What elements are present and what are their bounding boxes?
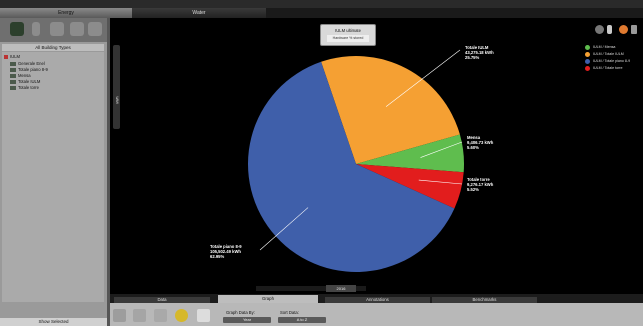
tree-item[interactable]: Totale piano 8-9 xyxy=(10,67,48,73)
tab-annotations[interactable]: Annotations xyxy=(325,297,430,303)
graph-data-by-label: Graph Data By: xyxy=(226,310,255,315)
legend-label: IULM / Totale torre xyxy=(593,66,623,70)
legend-swatch xyxy=(585,65,590,71)
meter-icon xyxy=(10,85,16,90)
line-chart-icon[interactable] xyxy=(154,309,167,322)
tab-data[interactable]: Data xyxy=(114,297,210,303)
bar-chart-icon[interactable] xyxy=(113,309,126,322)
slice-label-line: Mensa xyxy=(467,135,481,140)
tree-item-label: IULM xyxy=(10,54,21,59)
slice-leader-line xyxy=(418,179,463,185)
bar-icon[interactable] xyxy=(631,25,637,34)
tree-item-label: Mensa xyxy=(18,73,31,78)
pie-slice-totale-torre[interactable] xyxy=(356,164,464,209)
legend-label: IULM / Totale piano 8-9 xyxy=(593,59,631,63)
sort-data-select[interactable]: A to Z xyxy=(278,317,326,323)
wrench-icon[interactable] xyxy=(70,22,84,36)
tree-item-label: Generale Enel xyxy=(18,61,45,66)
legend-item: IULM / Totale piano 8-9 xyxy=(585,58,643,65)
tab-graph[interactable]: Graph xyxy=(218,295,318,303)
slice-label-line: 43,275.18 kWh xyxy=(465,50,494,55)
tab-water[interactable]: Water xyxy=(132,8,266,18)
folder-icon xyxy=(4,54,8,59)
panel-divider[interactable] xyxy=(107,18,110,326)
chart-legend: IULM / Mensa IULM / Totale IULM IULM / T… xyxy=(585,44,643,72)
legend-item: IULM / Mensa xyxy=(585,44,643,51)
building-tree: IULM Generale Enel Totale piano 8-9 Mens… xyxy=(2,52,104,302)
pie-chart-icon[interactable] xyxy=(175,309,188,322)
pie-chart: Totale IULM 43,275.18 kWh 25.75% Mensa 9,406… xyxy=(210,45,494,272)
left-toolbar xyxy=(0,18,107,42)
left-panel: All Building Types IULM Generale Enel To… xyxy=(0,18,107,326)
legend-label: IULM / Totale IULM xyxy=(593,52,624,56)
tree-item-label: Totale torre xyxy=(18,85,39,90)
show-selected-button[interactable]: Show Selected xyxy=(0,318,107,326)
meter-icon xyxy=(10,67,16,72)
slice-label-line: 25.75% xyxy=(465,55,479,60)
window-tab-bar xyxy=(0,8,643,18)
slice-label-line: 105,502.49 kWh xyxy=(210,249,241,254)
y-axis-label: kWh xyxy=(115,96,120,104)
meter-icon xyxy=(10,79,16,84)
wrench-icon[interactable] xyxy=(50,22,64,36)
graph-options-panel xyxy=(110,303,643,326)
legend-label: IULM / Mensa xyxy=(593,45,616,49)
pie-slice-mensa[interactable] xyxy=(356,134,464,173)
thermometer-icon[interactable] xyxy=(607,25,612,34)
slice-label: Totale torre 9,276.17 kWh 5.52% xyxy=(467,177,494,192)
meter-icon xyxy=(10,73,16,78)
tree-item-iulm[interactable]: IULM xyxy=(4,54,20,60)
legend-swatch xyxy=(585,58,590,64)
time-scrollbar[interactable] xyxy=(256,286,366,291)
legend-swatch xyxy=(585,44,590,50)
globe-icon[interactable] xyxy=(595,25,604,34)
slice-leader-line xyxy=(420,141,463,158)
tooltip-subtitle[interactable]: Hardware % stored xyxy=(327,35,369,42)
slice-label: Totale piano 8-9 105,502.49 kWh 62.95% xyxy=(210,244,242,259)
slice-label-line: 5.60% xyxy=(467,145,479,150)
link-icon[interactable] xyxy=(88,22,102,36)
tree-item[interactable]: Totale IULM xyxy=(10,79,40,85)
flame-icon[interactable] xyxy=(619,25,628,34)
tree-item-label: Totale IULM xyxy=(18,79,41,84)
slice-leader-line xyxy=(259,207,309,251)
tree-item[interactable]: Mensa xyxy=(10,73,31,79)
slice-label-line: Totale torre xyxy=(467,177,490,182)
slice-label-line: 62.95% xyxy=(210,254,224,259)
legend-item: IULM / Totale IULM xyxy=(585,51,643,58)
legend-swatch xyxy=(585,51,590,57)
chart-toolbar xyxy=(593,25,643,39)
slice-label: Totale IULM 43,275.18 kWh 25.75% xyxy=(465,45,494,60)
chart-tooltip: IULM ultimate Hardware % stored xyxy=(320,24,376,46)
tree-header[interactable]: All Building Types xyxy=(2,44,104,51)
grid-icon[interactable] xyxy=(197,309,210,322)
slice-label: Mensa 9,406.73 kWh 5.60% xyxy=(467,135,494,150)
sort-data-label: Sort Data: xyxy=(280,310,299,315)
tab-energy[interactable]: Energy xyxy=(0,8,132,18)
slice-leader-line xyxy=(385,49,461,107)
thermometer-icon[interactable] xyxy=(32,22,40,36)
building-icon[interactable] xyxy=(10,22,24,36)
table-icon[interactable] xyxy=(133,309,146,322)
y-axis-scrollbar[interactable] xyxy=(113,45,120,129)
tab-benchmarks[interactable]: Benchmarks xyxy=(432,297,537,303)
chart-area: Totale IULM 43,275.18 kWh 25.75% Mensa 9,406… xyxy=(110,18,643,294)
year-indicator[interactable]: 2016 xyxy=(326,285,356,292)
slice-label-line: 5.52% xyxy=(467,187,479,192)
slice-label-line: Totale IULM xyxy=(465,45,489,50)
meter-icon xyxy=(10,61,16,66)
graph-data-by-select[interactable]: Year xyxy=(223,317,271,323)
pie-slice-totale-iulm[interactable] xyxy=(321,56,460,165)
slice-label-line: Totale piano 8-9 xyxy=(210,244,242,249)
tree-item-label: Totale piano 8-9 xyxy=(18,67,48,72)
tooltip-title: IULM ultimate xyxy=(335,28,361,33)
legend-item: IULM / Totale torre xyxy=(585,65,643,72)
pie-slice-totale-piano-8-9[interactable] xyxy=(247,61,455,272)
tree-item[interactable]: Generale Enel xyxy=(10,61,45,67)
tree-item[interactable]: Totale torre xyxy=(10,85,39,91)
slice-label-line: 9,276.17 kWh xyxy=(467,182,494,187)
slice-label-line: 9,406.73 kWh xyxy=(467,140,494,145)
